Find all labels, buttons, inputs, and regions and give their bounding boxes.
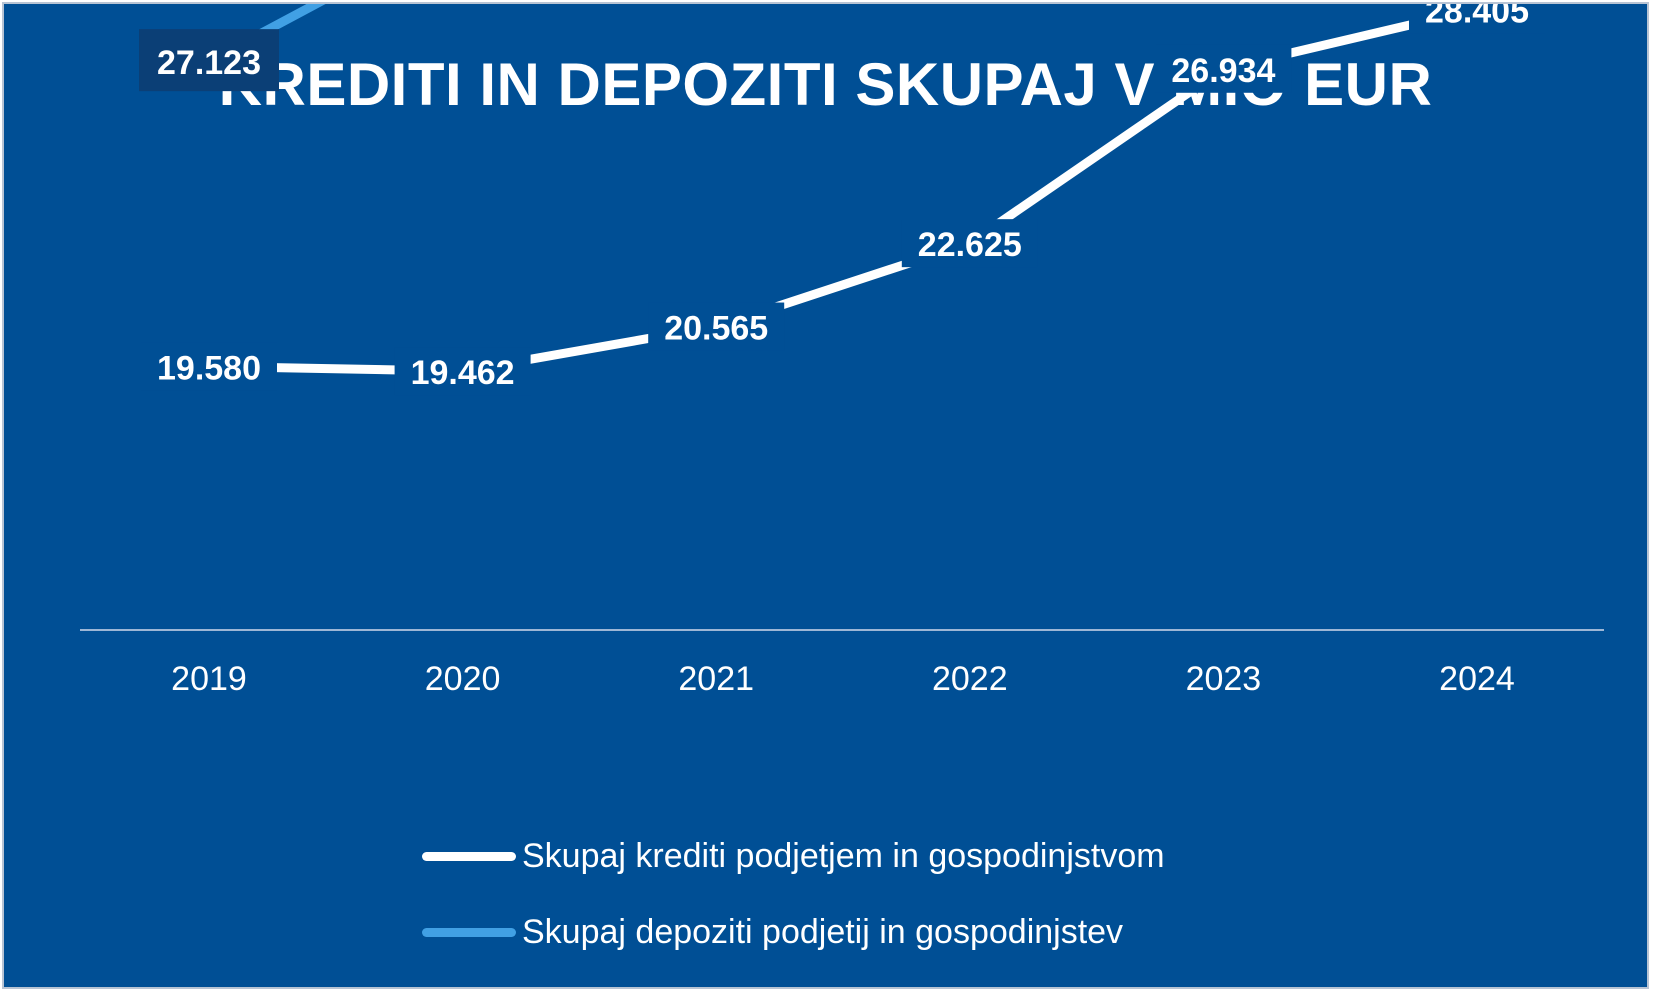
data-label-halo-krediti-2023 (1155, 44, 1292, 93)
legend-label-krediti: Skupaj krediti podjetjem in gospodinjstv… (522, 836, 1165, 875)
data-label-depoziti-2019: 27.123 (157, 44, 261, 82)
x-tick-label-2019: 2019 (171, 660, 247, 698)
data-label-krediti-2019: 19.580 (157, 349, 261, 387)
data-label-halo-krediti-2021 (648, 302, 785, 351)
legend-label-depoziti: Skupaj depoziti podjetij in gospodinjste… (522, 912, 1124, 951)
x-tick-label-2022: 2022 (932, 660, 1008, 698)
x-tick-label-2024: 2024 (1439, 660, 1515, 698)
data-label-halo-krediti-2020 (394, 347, 531, 396)
data-label-box-depoziti-2019 (139, 29, 279, 92)
data-label-krediti-2024: 28.405 (1425, 4, 1529, 30)
data-label-krediti-2021: 20.565 (664, 310, 768, 348)
legend-swatch-krediti (422, 851, 516, 861)
x-tick-label-2023: 2023 (1186, 660, 1262, 698)
data-label-layer: 19.580 19.462 20.565 22.625 26.934 28.405 27.1… (139, 4, 1545, 396)
plot-area: 19.580 19.462 20.565 22.625 26.934 28.405 27.1… (80, 4, 1604, 698)
data-label-halo-krediti-2019 (141, 342, 277, 391)
data-label-krediti-2023: 26.934 (1171, 52, 1275, 90)
legend-item-krediti: Skupaj krediti podjetjem in gospodinjstv… (422, 836, 1165, 876)
legend-swatch-depoziti (422, 927, 516, 937)
legend-item-depoziti: Skupaj depoziti podjetij in gospodinjste… (422, 912, 1123, 952)
data-label-krediti-2020: 19.462 (411, 354, 515, 392)
data-label-krediti-2022: 22.625 (918, 226, 1022, 264)
data-label-halo-krediti-2024 (1409, 4, 1545, 34)
x-tick-layer: 2019 2020 2021 2022 2023 2024 (171, 660, 1515, 698)
x-tick-label-2020: 2020 (425, 660, 501, 698)
data-label-halo-krediti-2022 (901, 219, 1038, 268)
x-tick-label-2021: 2021 (678, 660, 754, 698)
